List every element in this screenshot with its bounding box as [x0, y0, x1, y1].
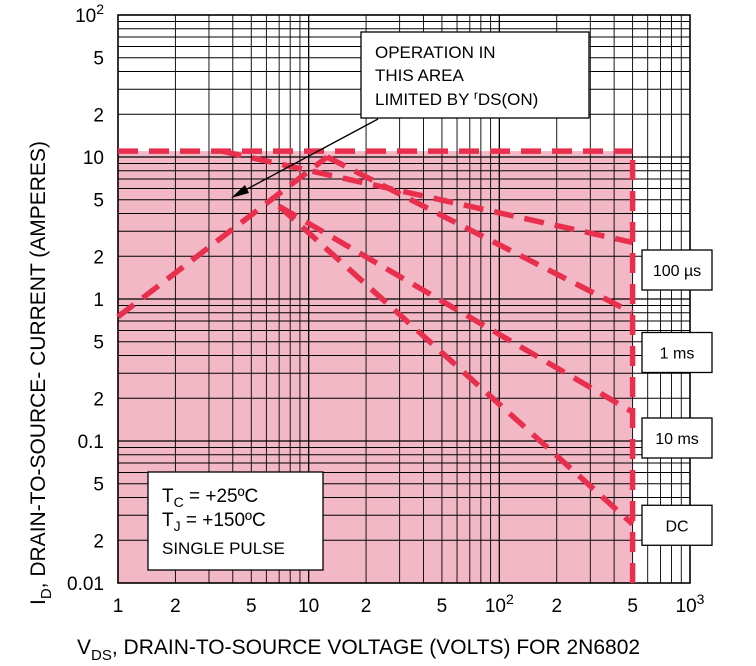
x-tick-base: 10	[676, 596, 697, 617]
x-tick-sup: 2	[506, 591, 514, 607]
y-tick-label: 0.01	[67, 574, 104, 595]
x-tick-sup: 3	[697, 591, 705, 607]
soa-curve-0	[116, 154, 329, 319]
tc-sub: C	[174, 494, 184, 510]
soa-curve-3	[277, 203, 634, 415]
y-tick-base: 5	[93, 49, 104, 70]
tc-label: T	[162, 486, 174, 507]
y-axis-label: ID, DRAIN-TO-SOURCE- CURRENT (AMPERES)	[27, 141, 55, 605]
plot-frame	[117, 14, 691, 584]
x-tick-label: 2	[551, 596, 562, 617]
svg-text:LIMITED BY rDS(ON): LIMITED BY rDS(ON)	[375, 88, 538, 109]
annotation-arrowhead	[231, 185, 249, 198]
x-axis-label: VDS, DRAIN-TO-SOURCE VOLTAGE (VOLTS) FOR…	[77, 636, 640, 664]
curve-label-text: DC	[665, 518, 688, 535]
y-tick-base: 5	[93, 333, 104, 354]
y-tick-label: 2	[93, 389, 104, 410]
x-tick-base: 10	[485, 596, 506, 617]
x-tick-base: 5	[627, 596, 638, 617]
x-tick-label: 5	[246, 596, 257, 617]
x-tick-label: 5	[437, 596, 448, 617]
pulse-label: SINGLE PULSE	[162, 539, 285, 558]
curve-label-text: 100 µs	[653, 263, 701, 280]
annotation-line2: THIS AREA	[375, 66, 464, 85]
conditions-box: TC = +25ºC TJ = +150ºC SINGLE PULSE	[147, 471, 324, 571]
y-tick-sup: 2	[96, 1, 104, 17]
svg-text:TJ = +150ºC: TJ = +150ºC	[162, 510, 266, 534]
x-tick-base: 5	[246, 596, 257, 617]
y-tick-label: 1	[93, 290, 104, 311]
x-tick-label: 103	[676, 591, 705, 617]
x-tick-label: 102	[485, 591, 514, 617]
y-tick-label: 5	[93, 475, 104, 496]
x-tick-label: 1	[113, 596, 124, 617]
y-tick-label: 0.1	[78, 432, 104, 453]
x-tick-base: 2	[551, 596, 562, 617]
y-tick-base: 10	[83, 148, 104, 169]
curve-label-box	[641, 331, 713, 374]
y-axis-main: I	[27, 599, 50, 605]
y-tick-label: 102	[75, 1, 104, 27]
annotation-line3: LIMITED BY	[375, 90, 474, 109]
curve-label-text: 10 ms	[655, 431, 699, 448]
curve-label-box	[641, 504, 713, 546]
x-axis-rest: , DRAIN-TO-SOURCE VOLTAGE (VOLTS) FOR 2N…	[112, 636, 640, 659]
y-axis-rest: , DRAIN-TO-SOURCE- CURRENT (AMPERES)	[27, 141, 50, 588]
curve-labels: 100 µs 1 ms 10 ms DC	[641, 249, 713, 546]
y-tick-base: 5	[93, 475, 104, 496]
annotation: OPERATION IN THIS AREA LIMITED BY rDS(ON…	[231, 31, 590, 198]
x-tick-base: 2	[361, 596, 372, 617]
x-tick-label: 5	[627, 596, 638, 617]
x-tick-label: 10	[298, 596, 319, 617]
x-tick-base: 5	[437, 596, 448, 617]
annotation-arrow	[235, 118, 379, 196]
x-axis-sub: DS	[91, 647, 112, 664]
curve-label-box	[641, 417, 713, 459]
soa-curve-2	[325, 154, 634, 316]
x-axis-main: V	[77, 636, 91, 659]
svg-text:OPERATION IN: OPERATION IN	[375, 43, 496, 62]
y-tick-base: 2	[93, 389, 104, 410]
tj-label: T	[162, 510, 174, 531]
y-tick-label: 10	[83, 148, 104, 169]
y-tick-base: 10	[75, 6, 96, 27]
y-tick-base: 2	[93, 247, 104, 268]
x-tick-base: 1	[113, 596, 124, 617]
tc-value: = +25ºC	[184, 486, 259, 507]
x-tick-base: 2	[170, 596, 181, 617]
y-tick-base: 0.1	[78, 432, 104, 453]
curve-label-box	[641, 249, 713, 291]
soa-curve-4	[277, 204, 635, 527]
tj-sub: J	[174, 518, 181, 534]
y-tick-label: 5	[93, 49, 104, 70]
y-tick-base: 5	[93, 191, 104, 212]
x-tick-label: 2	[170, 596, 181, 617]
svg-text:TC = +25ºC: TC = +25ºC	[162, 486, 258, 510]
annotation-line1: OPERATION IN	[375, 43, 496, 62]
y-tick-label: 2	[93, 247, 104, 268]
y-tick-base: 1	[93, 290, 104, 311]
y-tick-base: 2	[93, 105, 104, 126]
y-tick-base: 2	[93, 531, 104, 552]
y-tick-label: 2	[93, 105, 104, 126]
curve-label-text: 1 ms	[660, 345, 695, 362]
tj-value: = +150ºC	[181, 510, 266, 531]
y-axis-sub: D	[38, 588, 55, 599]
y-tick-label: 5	[93, 191, 104, 212]
y-tick-label: 5	[93, 333, 104, 354]
soa-lines	[116, 148, 636, 583]
y-tick-label: 2	[93, 531, 104, 552]
svg-text:THIS AREA: THIS AREA	[375, 66, 464, 85]
annotation-r: r	[474, 88, 478, 102]
y-tick-base: 0.01	[67, 574, 104, 595]
annotation-rds: DS(ON)	[478, 90, 538, 109]
x-tick-label: 2	[361, 596, 372, 617]
x-tick-base: 10	[298, 596, 319, 617]
